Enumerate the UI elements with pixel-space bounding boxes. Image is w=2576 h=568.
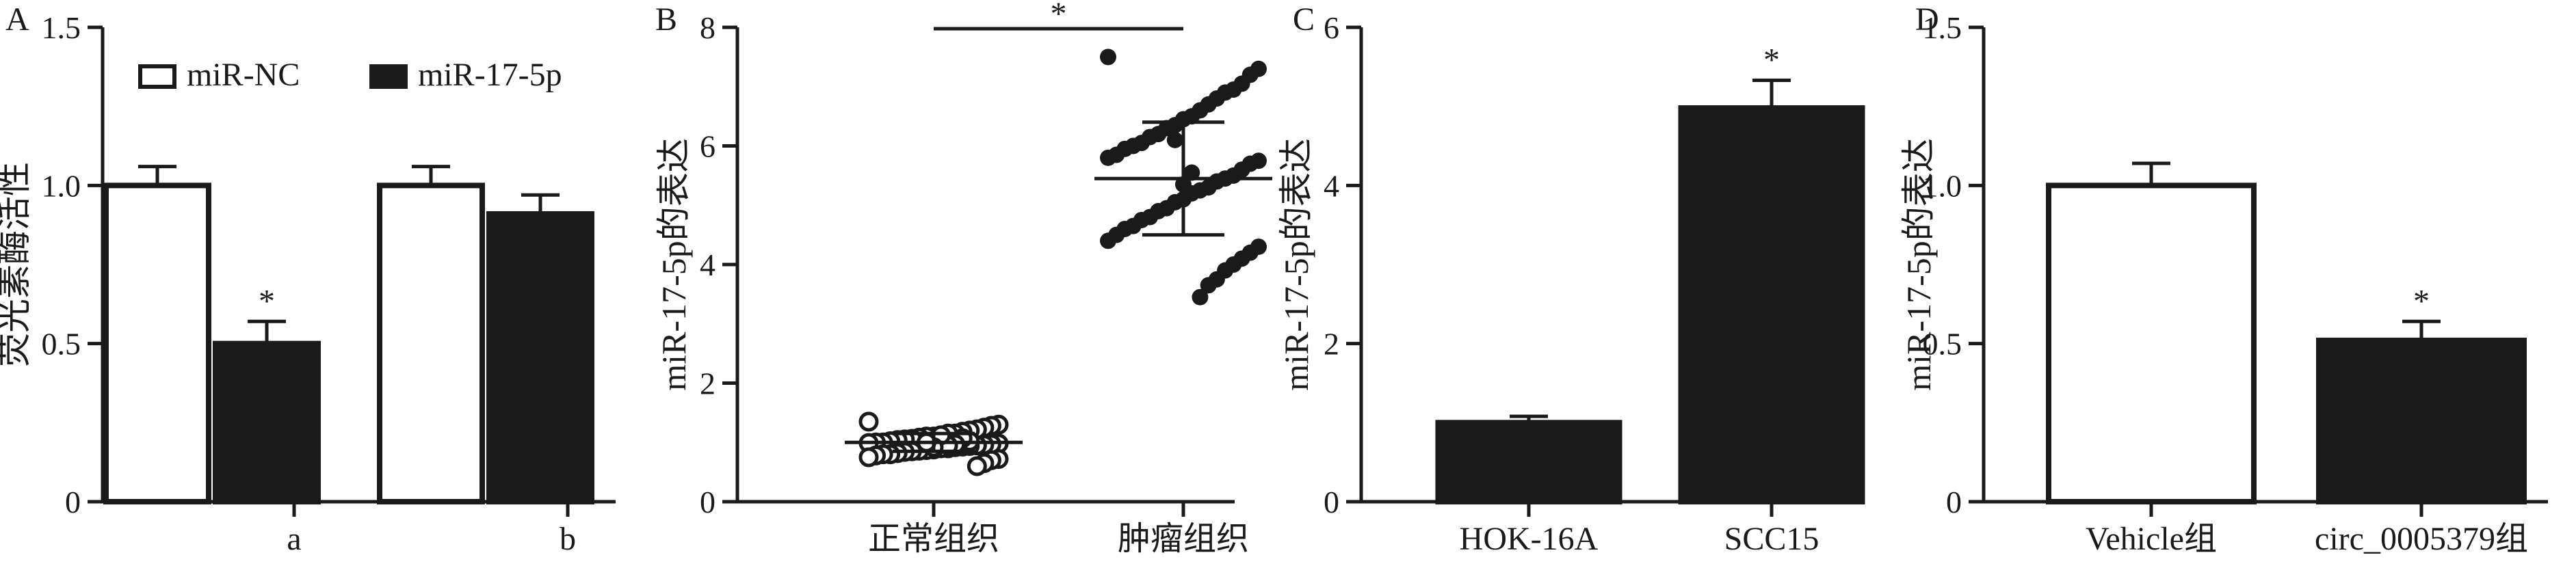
p0-y-axis-label: 荧光素酶活性	[0, 162, 34, 367]
p3-y-tick-label: 0.5	[1923, 327, 1962, 362]
p2-y-tick-label: 0	[1324, 485, 1339, 519]
p1-y-axis-label: miR-17-5p的表达	[655, 138, 693, 390]
p1-y-tick-label: 8	[700, 10, 715, 45]
p1-g0-point	[858, 411, 879, 432]
p1-y-tick-label: 0	[700, 485, 715, 519]
p0-y-tick-label: 1.5	[42, 10, 81, 45]
p2-y-tick-label: 4	[1324, 168, 1339, 203]
p3-significance-star: *	[2413, 283, 2430, 319]
p3-s0c1-bar	[2316, 338, 2527, 505]
p3-y-tick-label: 0	[1946, 485, 1962, 519]
p1-x-tick-label: 肿瘤组织	[1118, 521, 1249, 557]
p0-x-tick-label: a	[287, 521, 301, 557]
p3-x-tick-label: circ_0005379组	[2315, 521, 2528, 557]
p3-s0c0-bar	[2046, 182, 2257, 504]
panel-label-c: C	[1293, 1, 1315, 38]
p0-s1c1-bar	[486, 211, 594, 504]
p0-s0c0-bar	[103, 182, 211, 504]
p3-x-tick-label: Vehicle组	[2086, 521, 2217, 557]
p1-g1-point	[1100, 49, 1116, 66]
p1-g1-point	[1192, 288, 1209, 306]
p0-y-tick-label: 0	[65, 485, 81, 519]
p2-x-tick-label: HOK-16A	[1460, 521, 1599, 557]
p2-significance-star: *	[1763, 42, 1780, 78]
p1-g0-point	[967, 456, 987, 476]
p1-g0-point	[858, 447, 879, 468]
panel-label-d: D	[1915, 1, 1939, 38]
p1-x-tick-label: 正常组织	[868, 521, 999, 557]
p1-y-tick-label: 4	[700, 247, 715, 282]
p0-s1c0-bar	[213, 340, 321, 504]
legend-swatch-0	[138, 64, 176, 89]
p1-g1-point	[1100, 149, 1116, 166]
p2-s0c1-bar	[1678, 105, 1865, 505]
panel-label-a: A	[5, 1, 29, 38]
p2-y-tick-label: 6	[1324, 10, 1339, 45]
p0-x-tick-label: b	[560, 521, 576, 557]
p1-g1-point	[1183, 164, 1200, 181]
p2-y-tick-label: 2	[1324, 327, 1339, 362]
p3-y-tick-label: 1.0	[1923, 168, 1962, 203]
p2-s0c0-bar	[1435, 420, 1622, 504]
p2-y-axis-label: miR-17-5p的表达	[1277, 138, 1315, 390]
p1-y-tick-label: 6	[700, 129, 715, 164]
p1-y-tick-label: 2	[700, 366, 715, 401]
p1-g1-point	[1166, 131, 1183, 148]
p1-significance-star: *	[1051, 0, 1067, 32]
panel-label-b: B	[655, 1, 677, 38]
p3-y-tick-label: 1.5	[1923, 10, 1962, 45]
p0-y-tick-label: 0.5	[42, 327, 81, 362]
legend-swatch-1	[369, 64, 408, 89]
p3-y-axis-label: miR-17-5p的表达	[1900, 138, 1938, 390]
p0-y-tick-label: 1.0	[42, 168, 81, 203]
p2-x-tick-label: SCC15	[1724, 521, 1819, 557]
legend-label-1: miR-17-5p	[418, 57, 562, 93]
p1-g1-point	[1100, 232, 1116, 249]
legend-label-0: miR-NC	[187, 57, 300, 93]
p0-significance-star: *	[259, 283, 275, 319]
p0-s0c1-bar	[377, 182, 485, 504]
p1-g1-point	[1200, 277, 1217, 294]
